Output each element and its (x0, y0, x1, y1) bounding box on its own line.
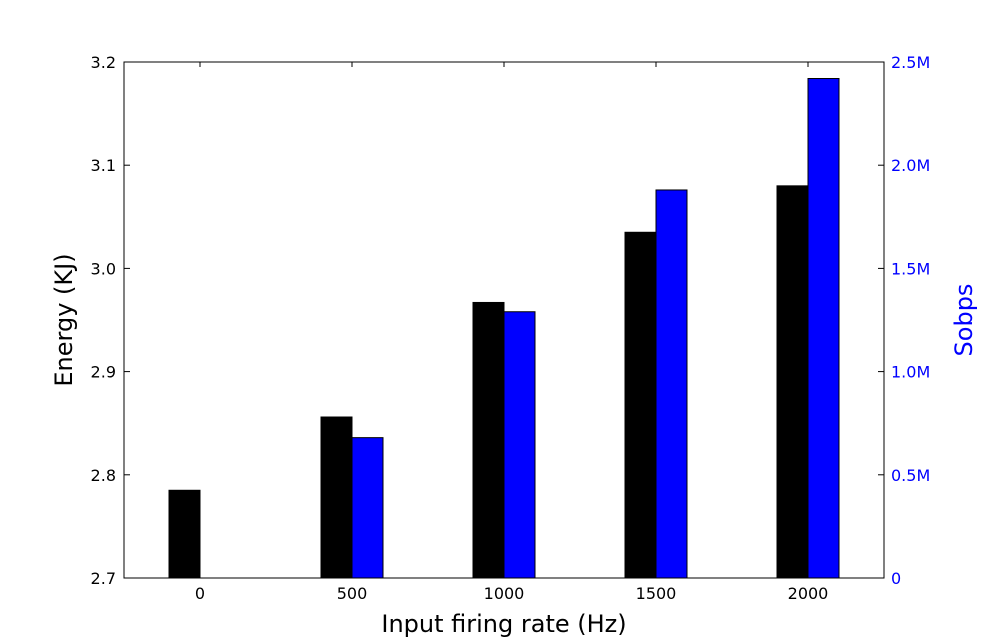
y-tick-label: 3.2 (91, 53, 116, 72)
x-tick-label: 2000 (788, 584, 829, 603)
y-tick-label: 2.7 (91, 569, 116, 588)
sobps-bar-500 (351, 437, 384, 579)
x-axis-label: Input firing rate (Hz) (381, 610, 626, 638)
left-y-axis-label: Energy (KJ) (50, 253, 78, 386)
energy-bars (168, 185, 809, 579)
x-tick-label: 500 (337, 584, 368, 603)
x-tick-label: 1500 (636, 584, 677, 603)
sobps-bar-2000 (807, 78, 840, 579)
x-axis-ticks: 0 500 1000 1500 2000 (195, 62, 828, 603)
y2-tick-label: 0.5M (891, 466, 930, 485)
y-tick-label: 2.8 (91, 466, 116, 485)
y2-tick-label: 1.5M (891, 259, 930, 278)
y2-tick-label: 2.0M (891, 156, 930, 175)
y-tick-label: 3.0 (91, 259, 116, 278)
energy-bar-2000 (776, 185, 809, 579)
y2-tick-label: 0 (891, 569, 901, 588)
sobps-bars (351, 78, 840, 579)
y2-tick-label: 2.5M (891, 53, 930, 72)
y-tick-label: 2.9 (91, 363, 116, 382)
energy-bar-1500 (624, 231, 657, 579)
sobps-bar-1000 (503, 311, 536, 579)
energy-bar-500 (320, 416, 353, 579)
right-y-axis-ticks: 0 0.5M 1.0M 1.5M 2.0M 2.5M (878, 53, 930, 588)
x-tick-label: 0 (195, 584, 205, 603)
y2-tick-label: 1.0M (891, 363, 930, 382)
sobps-bar-1500 (655, 189, 688, 579)
y-tick-label: 3.1 (91, 156, 116, 175)
energy-bar-0 (168, 489, 201, 579)
x-tick-label: 1000 (484, 584, 525, 603)
right-y-axis-label: Sobps (950, 284, 978, 357)
left-y-axis-ticks: 2.7 2.8 2.9 3.0 3.1 3.2 (91, 53, 130, 588)
energy-bar-1000 (472, 301, 505, 579)
